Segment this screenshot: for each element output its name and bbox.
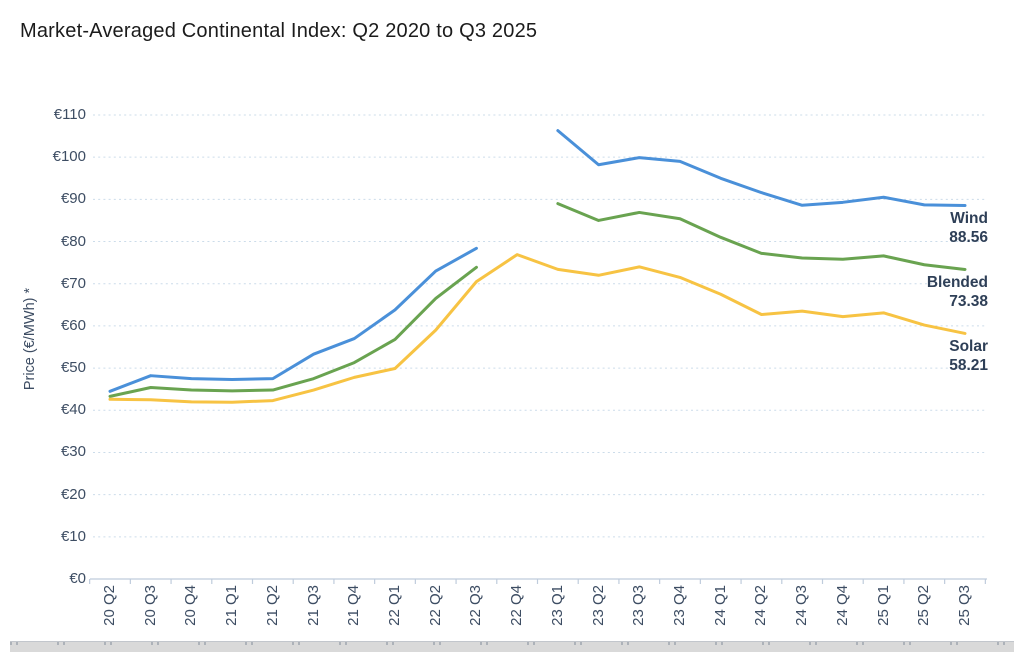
series-label-value: 58.21	[949, 357, 988, 375]
series-label-value: 73.38	[949, 293, 988, 311]
x-tick-label: 20 Q4	[182, 585, 200, 626]
series-label-wind: Wind 88.56	[949, 209, 988, 247]
y-axis-title: Price (€/MWh) *	[22, 287, 38, 391]
x-tick-label: 25 Q2	[915, 585, 933, 626]
x-tick-label: 23 Q3	[630, 585, 648, 626]
x-tick-label: 20 Q2	[101, 585, 118, 626]
x-tick-label: 22 Q4	[508, 585, 526, 626]
y-tick-label: €0	[69, 570, 86, 587]
x-tick-label: 24 Q1	[711, 585, 729, 626]
y-tick-label: €100	[52, 148, 86, 166]
x-tick-label: 24 Q3	[793, 585, 811, 626]
chart-title: Market-Averaged Continental Index: Q2 20…	[20, 20, 538, 42]
series-line-wind	[556, 129, 967, 207]
x-tick-label: 25 Q3	[956, 585, 973, 626]
series-label-value: 88.56	[949, 229, 988, 247]
y-tick-label: €110	[53, 106, 86, 123]
series-line-solar	[108, 253, 967, 404]
x-tick-label: 22 Q3	[467, 585, 485, 626]
x-tick-label: 23 Q1	[548, 585, 566, 626]
y-tick-label: €60	[60, 316, 86, 334]
y-tick-label: €40	[60, 401, 86, 419]
x-tick-label: 24 Q4	[833, 585, 851, 626]
series-line-blended	[108, 265, 478, 398]
series-line-wind	[108, 246, 478, 393]
x-tick-label: 21 Q4	[345, 585, 363, 626]
y-tick-label: €10	[60, 527, 86, 545]
x-tick-label: 22 Q2	[426, 585, 444, 626]
series-label-blended: Blended 73.38	[927, 273, 988, 311]
x-tick-label: 21 Q1	[223, 585, 241, 626]
y-tick-label: €50	[60, 359, 86, 377]
x-tick-label: 24 Q2	[752, 585, 770, 626]
x-tick-label: 23 Q2	[589, 585, 607, 626]
x-tick-label: 22 Q1	[386, 585, 403, 626]
y-tick-label: €80	[60, 232, 86, 250]
y-tick-label: €70	[60, 274, 86, 292]
series-label-solar: Solar 58.21	[949, 337, 988, 375]
y-tick-label: €90	[60, 190, 86, 208]
x-tick-label: 21 Q3	[304, 585, 322, 626]
table-edge-strip	[10, 641, 1014, 652]
series-label-name: Solar	[949, 338, 988, 356]
x-tick-label: 25 Q1	[874, 585, 892, 626]
x-tick-label: 21 Q2	[263, 585, 281, 626]
series-line-blended	[556, 202, 967, 271]
y-tick-label: €20	[60, 485, 86, 503]
x-tick-label: 23 Q4	[671, 585, 688, 626]
x-tick-label: 20 Q3	[141, 585, 159, 626]
series-label-name: Blended	[926, 274, 988, 292]
y-tick-label: €30	[60, 443, 86, 461]
series-label-name: Wind	[950, 210, 988, 228]
